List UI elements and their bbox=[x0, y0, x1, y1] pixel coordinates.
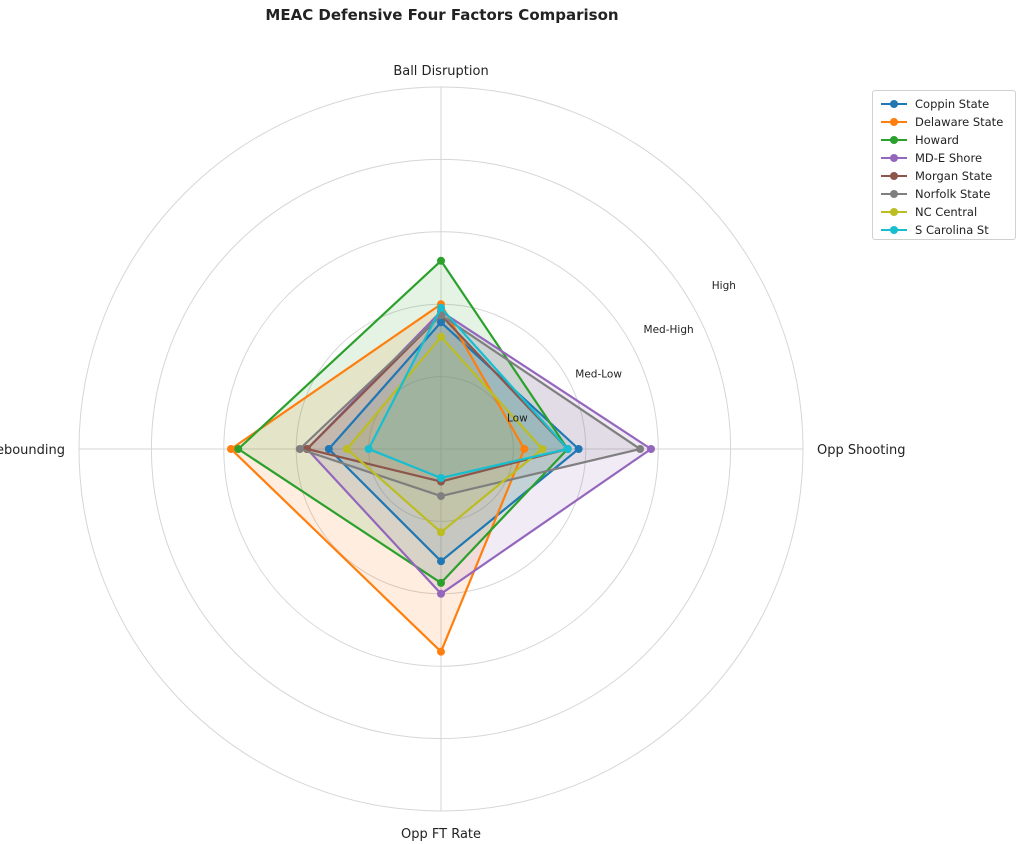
data-point bbox=[364, 445, 373, 453]
data-point bbox=[437, 318, 445, 327]
legend-swatch bbox=[881, 170, 907, 182]
legend-item: Howard bbox=[873, 131, 1015, 149]
legend-swatch bbox=[881, 98, 907, 110]
axis-label: Opp FT Rate bbox=[401, 827, 481, 842]
legend-label: Delaware State bbox=[915, 115, 1004, 129]
axis-labels: Low Med-Low Med-High High Ball Disruption Opp… bbox=[0, 64, 905, 842]
series-fill bbox=[328, 322, 579, 562]
data-point bbox=[437, 474, 445, 482]
series-fill bbox=[368, 307, 568, 478]
data-point bbox=[227, 445, 235, 453]
legend-swatch bbox=[881, 116, 907, 128]
legend-swatch bbox=[881, 152, 907, 164]
legend-label: Morgan State bbox=[915, 169, 993, 183]
data-point bbox=[574, 445, 583, 453]
legend-label: MD-E Shore bbox=[915, 151, 983, 165]
legend-swatch bbox=[881, 206, 907, 218]
legend-swatch bbox=[881, 224, 907, 236]
data-point bbox=[437, 647, 445, 656]
series-fill bbox=[307, 311, 651, 594]
legend: Coppin State Delaware State Howard MD-E Sho… bbox=[872, 90, 1016, 240]
legend-item: Delaware State bbox=[873, 113, 1015, 131]
data-point bbox=[342, 445, 351, 453]
data-point bbox=[563, 445, 572, 453]
radar-grid bbox=[78, 86, 804, 812]
legend-label: Norfolk State bbox=[915, 187, 991, 201]
data-point bbox=[437, 528, 445, 537]
legend-label: NC Central bbox=[915, 205, 978, 219]
chart-title: MEAC Defensive Four Factors Comparison bbox=[265, 6, 619, 24]
legend-item: Morgan State bbox=[873, 167, 1015, 185]
series-fill bbox=[231, 304, 525, 652]
legend-item: S Carolina St bbox=[873, 221, 1015, 239]
data-point bbox=[437, 256, 445, 265]
legend-item: NC Central bbox=[873, 203, 1015, 221]
ring-label: High bbox=[712, 280, 736, 292]
data-point bbox=[437, 492, 445, 501]
data-point bbox=[520, 445, 529, 453]
series-lines bbox=[227, 256, 655, 656]
axis-label: Ball Disruption bbox=[393, 64, 488, 79]
legend-item: MD-E Shore bbox=[873, 149, 1015, 167]
data-point bbox=[324, 445, 333, 453]
data-point bbox=[437, 589, 445, 598]
data-point bbox=[234, 445, 243, 453]
data-point bbox=[295, 445, 304, 453]
data-point bbox=[437, 332, 445, 341]
legend-item: Coppin State bbox=[873, 95, 1015, 113]
legend-label: Coppin State bbox=[915, 97, 990, 111]
data-point bbox=[437, 557, 445, 566]
ring-label: Med-Low bbox=[575, 368, 622, 380]
data-point bbox=[647, 445, 655, 453]
data-point bbox=[437, 578, 445, 587]
data-point bbox=[636, 445, 645, 453]
legend-swatch bbox=[881, 188, 907, 200]
axis-label: Opp Shooting bbox=[817, 443, 905, 458]
ring-label: Med-High bbox=[644, 324, 694, 336]
axis-label: Def Rebounding bbox=[0, 443, 65, 458]
data-point bbox=[437, 303, 445, 312]
legend-item: Norfolk State bbox=[873, 185, 1015, 203]
legend-label: S Carolina St bbox=[915, 223, 989, 237]
data-point bbox=[538, 445, 547, 453]
legend-swatch bbox=[881, 134, 907, 146]
legend-label: Howard bbox=[915, 133, 959, 147]
ring-label: Low bbox=[507, 413, 528, 425]
